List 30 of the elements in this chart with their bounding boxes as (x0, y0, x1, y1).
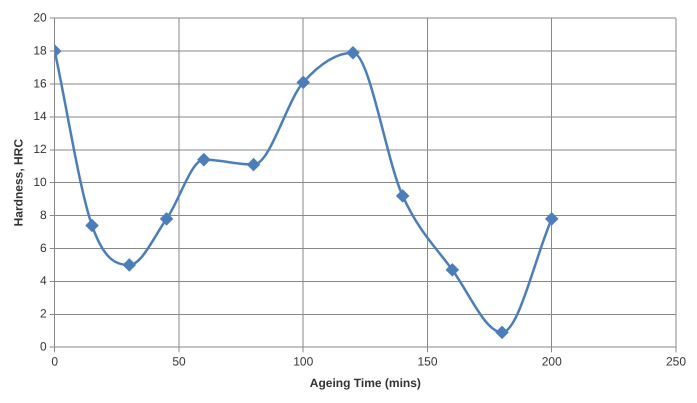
point (545, 212, 558, 226)
x-tick-label: 0 (51, 354, 58, 369)
y-tick-label: 20 (33, 10, 48, 25)
y-tick-label: 18 (33, 43, 48, 58)
x-tick-label: 250 (666, 354, 686, 369)
point (496, 326, 508, 339)
point (346, 46, 360, 59)
point (123, 258, 136, 272)
y-tick-label: 8 (40, 208, 48, 222)
y-tick-label: 4 (40, 274, 48, 288)
point (198, 153, 210, 166)
x-tick-label: 50 (172, 354, 186, 369)
point (160, 212, 173, 226)
y-tick-label: 10 (33, 175, 48, 190)
point (396, 190, 409, 202)
y-tick-label: 0 (40, 340, 48, 354)
point (446, 264, 459, 276)
x-axis-title: Ageing Time (mins) (310, 376, 421, 390)
y-tick-label: 14 (33, 109, 48, 124)
x-tick-label: 150 (417, 354, 438, 369)
point (296, 76, 310, 89)
y-tick-label: 6 (40, 240, 48, 255)
point (86, 219, 98, 232)
y-axis-title: Hardness, HRC (12, 138, 26, 226)
y-tick-label: 16 (33, 76, 48, 90)
y-tick-label: 12 (33, 142, 48, 156)
x-tick-label: 200 (542, 354, 562, 369)
y-tick-label: 2 (40, 306, 48, 321)
x-tick-label: 100 (293, 354, 314, 369)
point (247, 158, 260, 171)
